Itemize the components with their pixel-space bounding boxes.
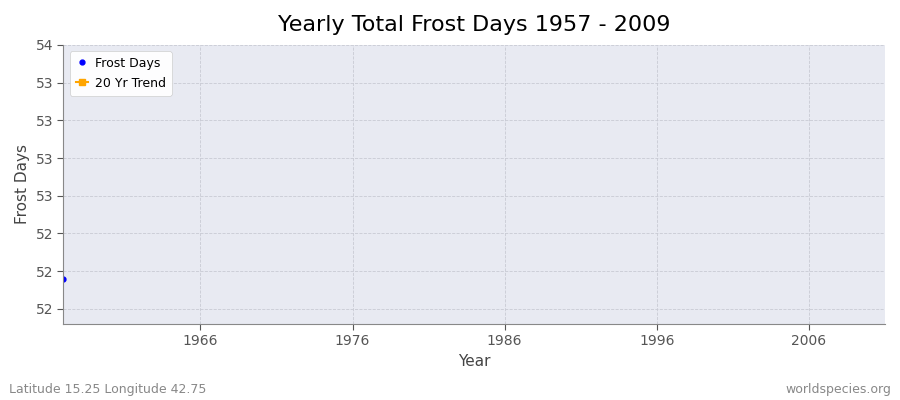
Legend: Frost Days, 20 Yr Trend: Frost Days, 20 Yr Trend [69,51,172,96]
Text: Latitude 15.25 Longitude 42.75: Latitude 15.25 Longitude 42.75 [9,383,206,396]
Text: worldspecies.org: worldspecies.org [785,383,891,396]
X-axis label: Year: Year [458,354,491,369]
Title: Yearly Total Frost Days 1957 - 2009: Yearly Total Frost Days 1957 - 2009 [278,15,670,35]
Y-axis label: Frost Days: Frost Days [15,144,30,224]
